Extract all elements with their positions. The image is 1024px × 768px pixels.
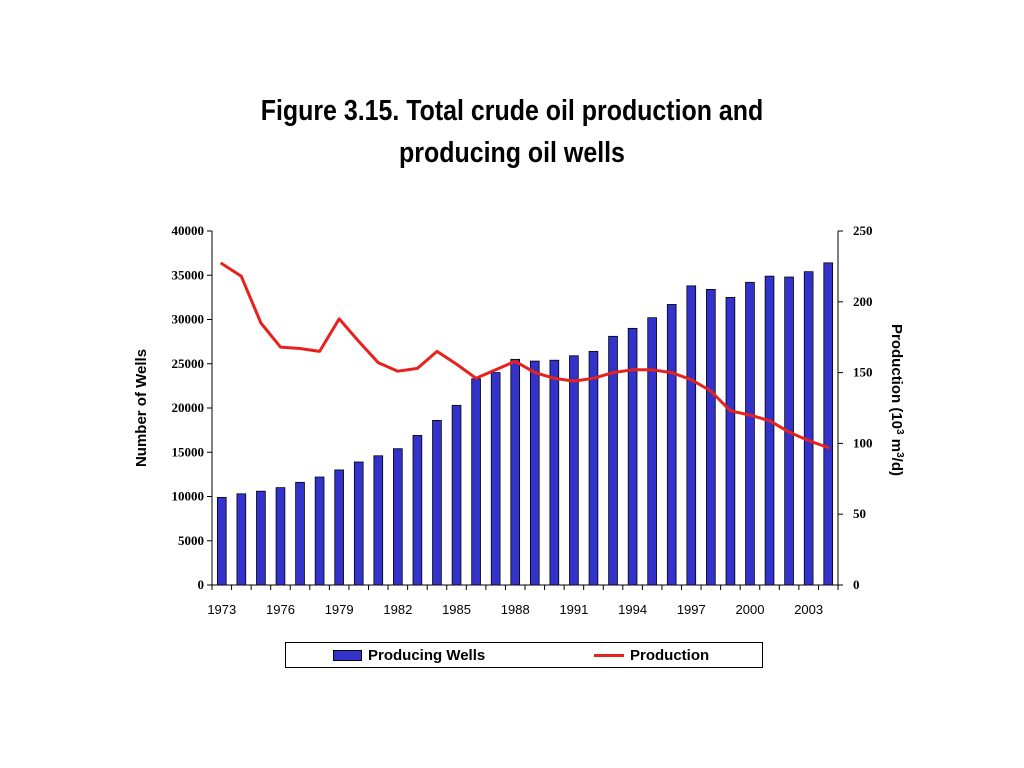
bar <box>569 355 579 586</box>
left-tick-label: 35000 <box>172 267 205 282</box>
legend-item-producing-wells: Producing Wells <box>333 647 485 664</box>
left-tick-label: 10000 <box>172 489 205 504</box>
x-tick-label: 1973 <box>207 602 236 617</box>
x-tick-label: 1979 <box>325 602 354 617</box>
bar <box>686 285 697 586</box>
bar <box>393 448 403 586</box>
legend-item-production: Production <box>594 647 709 664</box>
bar <box>745 281 755 586</box>
bar <box>216 496 227 586</box>
bar <box>803 271 814 586</box>
right-y-axis: 0 50 100 150 200 250 <box>837 223 873 592</box>
legend-swatch-line <box>594 654 624 657</box>
bar <box>314 476 325 586</box>
x-tick-label: 1976 <box>266 602 295 617</box>
right-tick-label: 250 <box>853 223 873 238</box>
bar <box>295 481 305 586</box>
bar <box>236 493 247 586</box>
chart-title-line-1: Figure 3.15. Total crude oil production … <box>260 95 764 127</box>
left-tick-label: 30000 <box>172 312 205 327</box>
right-tick-label: 150 <box>853 365 873 380</box>
x-tick-label: 1988 <box>501 602 530 617</box>
right-tick-label: 0 <box>853 577 860 592</box>
bar <box>725 296 736 586</box>
right-axis-title: Production (103 m3/d) <box>888 324 906 476</box>
x-tick-label: 2000 <box>736 602 765 617</box>
production-line <box>220 262 830 450</box>
x-tick-label: 1985 <box>442 602 471 617</box>
bar <box>256 490 266 586</box>
bar-series-producing-wells <box>216 262 834 586</box>
chart-title: Figure 3.15. Total crude oil production … <box>72 90 953 174</box>
bar <box>627 327 638 586</box>
bar <box>412 435 423 586</box>
legend-swatch-bar <box>333 650 362 661</box>
x-tick-label: 2003 <box>794 602 823 617</box>
right-tick-label: 100 <box>853 435 873 450</box>
bar <box>510 358 521 586</box>
bar <box>373 455 384 586</box>
bar <box>471 378 481 586</box>
bar <box>490 372 501 586</box>
left-tick-label: 15000 <box>172 444 205 459</box>
left-tick-label: 40000 <box>172 223 205 238</box>
bar <box>549 359 560 586</box>
bar <box>608 335 618 586</box>
left-tick-label: 20000 <box>172 400 205 415</box>
bar <box>275 487 286 586</box>
bar <box>451 404 462 586</box>
bar <box>823 262 834 586</box>
bar <box>529 360 540 586</box>
left-tick-label: 0 <box>198 577 205 592</box>
x-tick-label: 1994 <box>618 602 647 617</box>
left-y-axis: 0 5000 10000 15000 20000 25000 30000 35000 40000 <box>172 223 213 592</box>
legend-label-production: Production <box>630 647 710 664</box>
bar <box>706 289 716 586</box>
legend-label-producing-wells: Producing Wells <box>368 647 486 664</box>
bar <box>666 304 677 586</box>
right-tick-label: 50 <box>853 506 866 521</box>
chart: 0500010000150002000025000300003500040000… <box>133 223 906 617</box>
right-tick-label: 200 <box>853 294 873 309</box>
line-series-production <box>220 262 830 450</box>
bar <box>764 275 775 586</box>
x-axis: 1973 1976 1979 1982 1985 1988 1991 1994 1997 2000… <box>207 584 839 617</box>
bar <box>353 461 364 586</box>
x-tick-label: 1991 <box>559 602 588 617</box>
left-axis-title: Number of Wells <box>133 349 150 467</box>
bar <box>334 469 344 586</box>
left-tick-label: 25000 <box>172 356 205 371</box>
left-tick-label: 5000 <box>178 533 204 548</box>
bar <box>432 419 442 586</box>
chart-title-line-2: producing oil wells <box>399 137 625 169</box>
x-tick-label: 1997 <box>677 602 706 617</box>
bar <box>588 350 599 586</box>
bar <box>647 317 657 586</box>
chart-legend: Producing Wells Production <box>285 642 763 668</box>
x-tick-label: 1982 <box>383 602 412 617</box>
